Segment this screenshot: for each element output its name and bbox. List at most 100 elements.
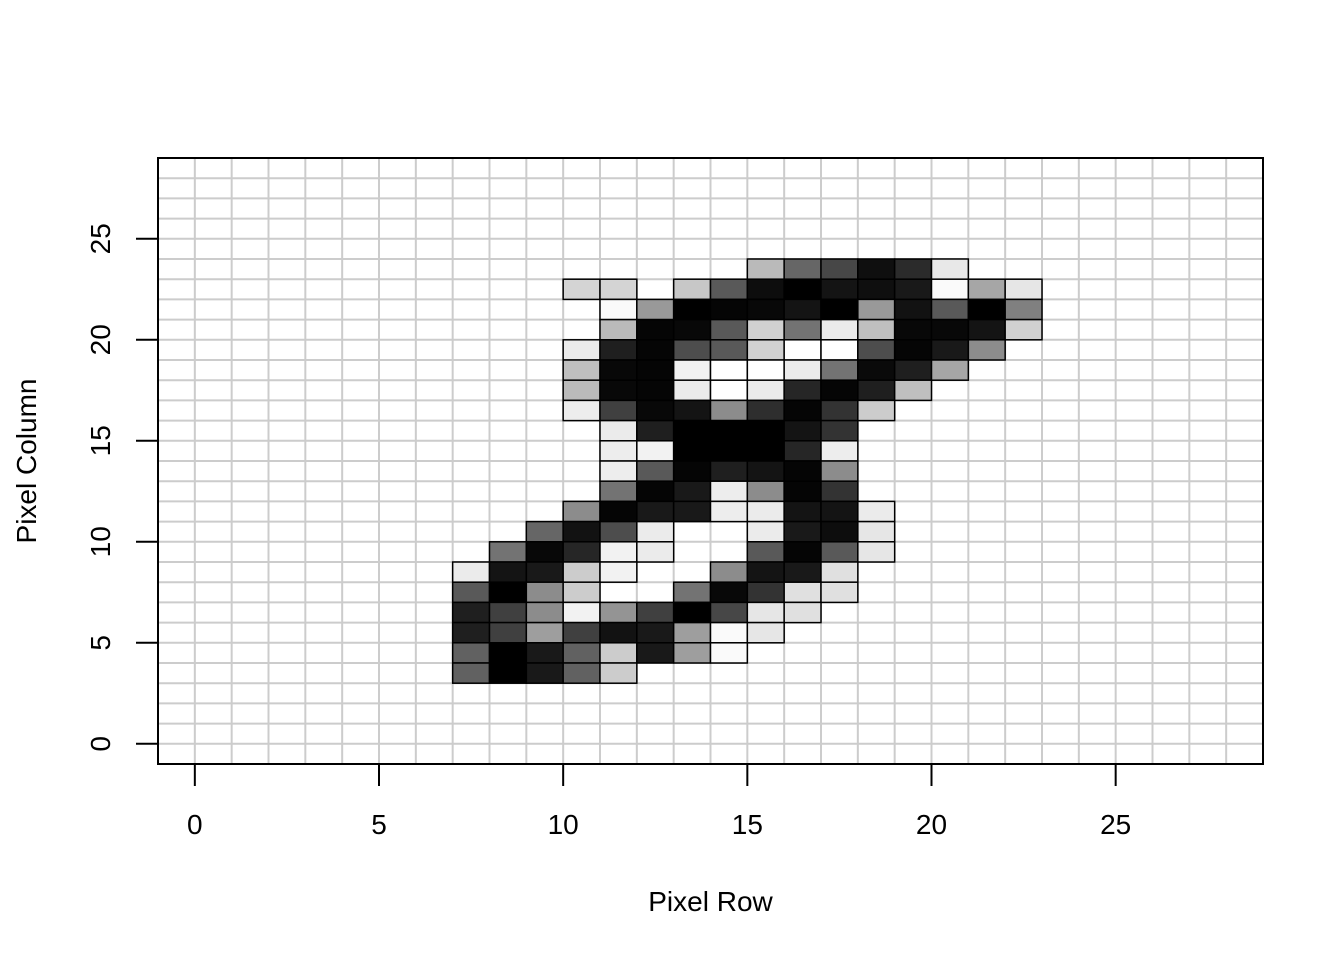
heatmap-cell — [783, 541, 822, 563]
heatmap-cell — [636, 399, 675, 422]
heatmap-cell — [820, 581, 859, 604]
heatmap-cell — [562, 561, 601, 583]
heatmap-cell — [746, 621, 785, 644]
heatmap-cell — [636, 298, 675, 321]
heatmap-cell — [893, 298, 933, 321]
heatmap-cell — [672, 318, 712, 341]
heatmap-cell — [562, 662, 601, 684]
heatmap-cell — [709, 561, 749, 583]
heatmap-cell — [709, 278, 749, 301]
x-tick-label: 5 — [371, 809, 387, 840]
heatmap-cell — [783, 258, 822, 280]
heatmap-cell — [672, 460, 712, 482]
heatmap-cell — [562, 359, 601, 381]
heatmap-cell — [525, 662, 564, 684]
heatmap-cell — [636, 379, 675, 402]
heatmap-cell — [967, 278, 1006, 301]
heatmap-cell — [709, 581, 749, 604]
heatmap-cell — [857, 258, 896, 280]
y-tick-label: 20 — [85, 324, 116, 355]
heatmap-cell — [636, 440, 675, 462]
heatmap-cell — [599, 298, 638, 321]
heatmap-cell — [820, 339, 859, 361]
heatmap-cell — [525, 541, 564, 563]
heatmap-cell — [451, 662, 491, 684]
heatmap-cell — [820, 298, 859, 321]
heatmap-cell — [746, 278, 785, 301]
heatmap-cell — [857, 298, 896, 321]
heatmap-cell — [562, 621, 601, 644]
heatmap-cell — [562, 541, 601, 563]
heatmap-cell — [599, 541, 638, 563]
heatmap-cell — [857, 399, 896, 422]
heatmap-cell — [820, 460, 859, 482]
heatmap-cell — [451, 581, 491, 604]
heatmap-cell — [746, 258, 785, 280]
heatmap-cell — [709, 298, 749, 321]
heatmap-cell — [672, 339, 712, 361]
heatmap-cell — [930, 359, 970, 381]
y-axis-label: Pixel Column — [11, 379, 42, 544]
heatmap-cell — [599, 460, 638, 482]
x-tick-label: 15 — [732, 809, 763, 840]
heatmap-cell — [746, 520, 785, 543]
heatmap-cell — [930, 318, 970, 341]
heatmap-cell — [672, 278, 712, 301]
heatmap-cell — [709, 399, 749, 422]
heatmap-cell — [599, 601, 638, 624]
heatmap-cell — [709, 440, 749, 462]
heatmap-cell — [857, 379, 896, 402]
heatmap-cell — [709, 460, 749, 482]
heatmap-cell — [709, 359, 749, 381]
heatmap-cell — [599, 379, 638, 402]
heatmap-cell — [599, 642, 638, 664]
heatmap-cell — [709, 601, 749, 624]
heatmap-cell — [599, 561, 638, 583]
x-tick-label: 10 — [548, 809, 579, 840]
heatmap-cell — [709, 318, 749, 341]
heatmap-cell — [967, 318, 1006, 341]
heatmap-cell — [672, 379, 712, 402]
heatmap-cell — [893, 379, 933, 402]
heatmap-cell — [672, 399, 712, 422]
heatmap-cell — [709, 419, 749, 442]
heatmap-cell — [599, 419, 638, 442]
heatmap-cell — [636, 520, 675, 543]
heatmap-cell — [1004, 318, 1043, 341]
heatmap-cell — [672, 601, 712, 624]
heatmap-cell — [525, 561, 564, 583]
heatmap-cell — [820, 379, 859, 402]
heatmap-cell — [672, 359, 712, 381]
heatmap-cell — [930, 339, 970, 361]
heatmap-cell — [746, 419, 785, 442]
y-tick-label: 10 — [85, 526, 116, 557]
heatmap-cell — [525, 581, 564, 604]
heatmap-cell — [893, 339, 933, 361]
heatmap-cell — [783, 419, 822, 442]
heatmap-cell — [746, 581, 785, 604]
heatmap-cell — [599, 399, 638, 422]
heatmap-cell — [857, 520, 896, 543]
heatmap-cell — [967, 339, 1006, 361]
heatmap-cell — [488, 662, 528, 684]
heatmap-cell — [820, 359, 859, 381]
heatmap-cell — [599, 339, 638, 361]
heatmap-cell — [636, 480, 675, 503]
heatmap-cell — [562, 278, 601, 301]
heatmap-cell — [820, 561, 859, 583]
heatmap-cell — [709, 339, 749, 361]
heatmap-cell — [709, 379, 749, 402]
heatmap-cell — [783, 460, 822, 482]
heatmap-cell — [930, 278, 970, 301]
heatmap-cell — [783, 339, 822, 361]
heatmap-cell — [746, 339, 785, 361]
heatmap-cell — [857, 541, 896, 563]
heatmap-cell — [562, 339, 601, 361]
heatmap-cell — [599, 621, 638, 644]
heatmap-cell — [562, 642, 601, 664]
heatmap-cell — [562, 399, 601, 422]
heatmap-cell — [451, 561, 491, 583]
heatmap-cell — [636, 642, 675, 664]
heatmap-cell — [599, 662, 638, 684]
heatmap-cell — [820, 399, 859, 422]
